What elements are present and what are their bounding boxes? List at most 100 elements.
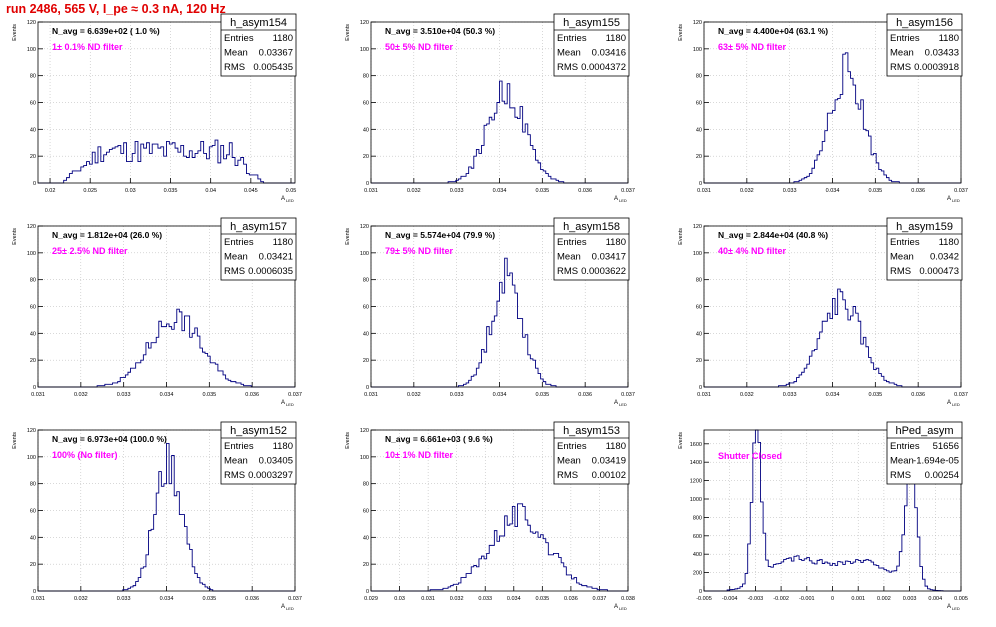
x-tick-label: 0.04 [205, 188, 216, 194]
x-axis-label: A [614, 400, 618, 406]
x-tick-label: 0.005 [954, 596, 968, 602]
panel-h_asym159: 0.031 0.032 0.033 0.034 0.035 0.036 0.037 0 20 40… [678, 217, 968, 407]
stats-key: RMS [557, 62, 578, 73]
stats-name: h_asym155 [563, 17, 620, 29]
x-tick-label: -0.004 [722, 596, 738, 602]
stats-value: 1180 [939, 237, 959, 248]
filter-label: 100% (No filter) [52, 450, 118, 460]
y-tick-label: 0 [33, 589, 36, 595]
x-tick-label: 0.035 [164, 188, 178, 194]
x-axis-label-sub: LED [952, 198, 960, 203]
stats-key: Mean [557, 48, 581, 59]
panel-h_asym158: 0.031 0.032 0.033 0.034 0.035 0.036 0.037 0 20 40… [345, 217, 635, 407]
y-axis-label: Events [678, 24, 684, 41]
x-tick-label: 0.032 [74, 596, 88, 602]
stats-value: 0.0003297 [248, 470, 293, 481]
x-tick-label: 0.034 [160, 596, 174, 602]
x-axis-label-sub: LED [952, 402, 960, 407]
y-tick-label: 120 [27, 224, 36, 230]
x-tick-label: 0.036 [564, 596, 578, 602]
x-axis-label: A [281, 196, 285, 202]
y-tick-label: 20 [30, 358, 36, 364]
stats-key: RMS [557, 470, 578, 481]
stats-value: 0.0003622 [581, 266, 626, 277]
stats-key: RMS [890, 470, 911, 481]
x-tick-label: 0.025 [83, 188, 97, 194]
plot-frame [370, 21, 629, 184]
x-axis-label-sub: LED [286, 606, 294, 611]
y-tick-label: 40 [30, 535, 36, 541]
stats-value: 1180 [606, 237, 626, 248]
x-tick-label: 0.036 [245, 596, 259, 602]
plot-frame [703, 21, 962, 184]
stats-key: RMS [224, 62, 245, 73]
y-tick-label: 120 [27, 20, 36, 26]
y-tick-label: 120 [360, 224, 369, 230]
y-tick-label: 60 [363, 305, 369, 311]
x-tick-label: 0.037 [621, 188, 635, 194]
y-axis-label: Events [345, 228, 351, 245]
y-tick-label: 120 [27, 428, 36, 434]
y-tick-label: 100 [27, 251, 36, 257]
plot-frame [37, 225, 296, 388]
y-tick-label: 100 [693, 251, 702, 257]
stats-value: 1180 [273, 33, 293, 44]
x-tick-label: 0.036 [578, 188, 592, 194]
x-axis-label-sub: LED [952, 606, 960, 611]
y-tick-label: 20 [363, 358, 369, 364]
y-tick-label: 60 [30, 509, 36, 515]
x-tick-label: 0.034 [160, 392, 174, 398]
x-tick-label: 0.032 [740, 392, 754, 398]
stats-box [553, 13, 630, 77]
y-tick-label: 60 [30, 305, 36, 311]
x-axis-label-sub: LED [619, 606, 627, 611]
x-tick-label: 0.038 [621, 596, 635, 602]
x-tick-label: 0.001 [851, 596, 865, 602]
x-tick-label: 0.035 [535, 596, 549, 602]
y-tick-label: 0 [699, 385, 702, 391]
stats-key: Entries [890, 441, 920, 452]
stats-key: Mean [557, 252, 581, 263]
stats-key: Mean [224, 252, 248, 263]
stats-box [553, 421, 630, 485]
y-tick-label: 60 [363, 101, 369, 107]
stats-value: 0.03367 [259, 48, 293, 59]
x-tick-label: 0.031 [364, 188, 378, 194]
y-tick-label: 60 [696, 101, 702, 107]
y-tick-label: 80 [30, 482, 36, 488]
y-tick-label: 80 [363, 278, 369, 284]
x-tick-label: 0.03 [125, 188, 136, 194]
stats-key: RMS [890, 62, 911, 73]
x-axis-label-sub: LED [619, 402, 627, 407]
x-tick-label: 0.034 [493, 188, 507, 194]
x-tick-label: 0.031 [697, 188, 711, 194]
panel-hPed_asym: -0.005 -0.004 -0.003 -0.002 -0.001 0 0.001 0.00… [678, 421, 968, 611]
x-tick-label: 0.033 [783, 188, 797, 194]
y-tick-label: 120 [693, 224, 702, 230]
y-tick-label: 40 [30, 331, 36, 337]
stats-value: 0.03421 [259, 252, 293, 263]
y-tick-label: 40 [363, 127, 369, 133]
stats-key: Entries [557, 33, 587, 44]
x-tick-label: -0.003 [748, 596, 764, 602]
x-tick-label: 0.002 [877, 596, 891, 602]
x-tick-label: 0.033 [450, 188, 464, 194]
stats-box [220, 421, 297, 485]
x-tick-label: 0.02 [45, 188, 56, 194]
x-axis-label: A [614, 604, 618, 610]
y-tick-label: 80 [30, 278, 36, 284]
y-tick-label: 200 [693, 571, 702, 577]
y-tick-label: 1200 [690, 479, 702, 485]
stats-value: 0.00102 [592, 470, 626, 481]
y-axis-label: Events [12, 432, 18, 449]
y-tick-label: 20 [30, 154, 36, 160]
stats-value: 0.000473 [919, 266, 959, 277]
x-tick-label: 0.035 [535, 188, 549, 194]
x-tick-label: 0.034 [826, 188, 840, 194]
stats-key: RMS [224, 266, 245, 277]
x-tick-label: 0.031 [697, 392, 711, 398]
x-tick-label: 0.035 [868, 188, 882, 194]
navg-label: N_avg = 4.400e+04 (63.1 %) [718, 26, 828, 36]
stats-key: Entries [224, 33, 254, 44]
y-tick-label: 100 [27, 47, 36, 53]
